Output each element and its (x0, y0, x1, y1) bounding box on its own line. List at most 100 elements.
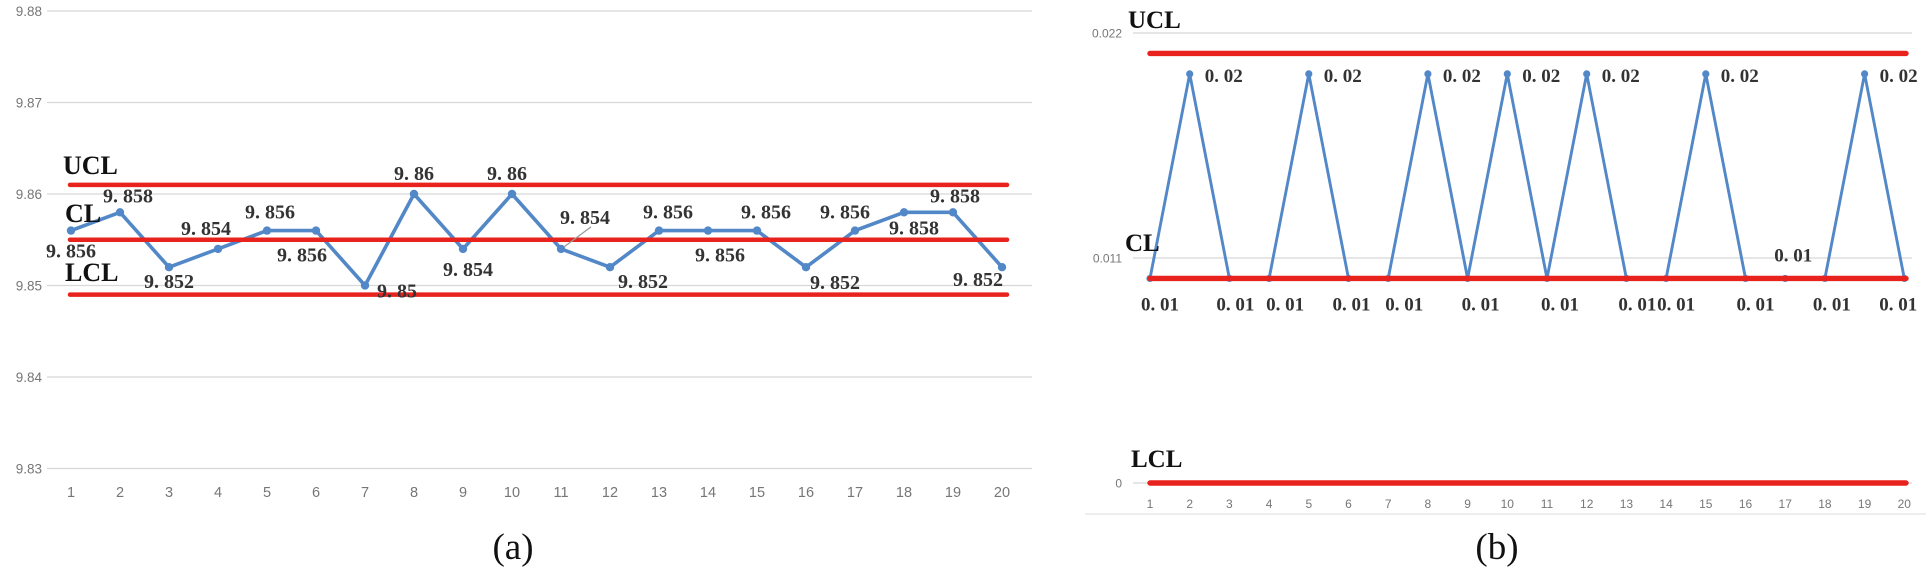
data-point-label: 0. 01 (1879, 294, 1917, 315)
x-tick-label: 4 (214, 485, 222, 501)
x-tick-label: 11 (553, 485, 568, 501)
series-line (69, 192, 1004, 288)
data-point-label: 9. 852 (810, 272, 860, 294)
data-point-marker (556, 244, 566, 254)
data-point-label: 0. 01 (1141, 294, 1179, 315)
data-point-label: 9. 856 (695, 245, 745, 267)
data-point-marker (948, 208, 958, 217)
label-leader-line (563, 226, 592, 248)
data-point-label: 9. 852 (618, 271, 668, 293)
data-point-marker (1186, 70, 1194, 78)
data-point-label: 0. 01 (1385, 294, 1423, 315)
x-tick-label: 6 (1345, 497, 1352, 511)
cl-label: CL (65, 199, 101, 228)
cl-label: CL (1125, 230, 1160, 257)
data-point-marker (899, 208, 909, 217)
data-point-marker (1861, 70, 1869, 78)
data-point-label: 0. 02 (1443, 66, 1481, 87)
x-tick-label: 13 (1620, 497, 1634, 511)
data-point-label: 0. 01 (1774, 245, 1812, 266)
data-point-marker (1702, 70, 1710, 78)
data-point-label: 0. 01 (1657, 294, 1695, 315)
data-point-label: 9. 854 (560, 207, 610, 229)
x-tick-label: 14 (700, 485, 716, 501)
data-point-label: 9. 858 (103, 185, 153, 207)
x-tick-label: 20 (1898, 497, 1912, 511)
x-tick-label: 3 (165, 485, 173, 501)
x-tick-label: 20 (994, 485, 1010, 501)
lcl-label: LCL (65, 258, 118, 287)
ucl-label: UCL (63, 151, 118, 180)
ucl-label: UCL (1128, 7, 1181, 34)
x-tick-label: 19 (1858, 497, 1872, 511)
data-point-label: 0. 02 (1880, 66, 1918, 87)
data-point-label: 9. 852 (953, 269, 1003, 291)
x-tick-label: 12 (602, 485, 618, 501)
data-point-label: 9. 86 (394, 163, 434, 185)
x-tick-label: 11 (1541, 497, 1554, 511)
x-tick-label: 7 (1385, 497, 1392, 511)
data-point-label: 0. 02 (1324, 66, 1362, 87)
data-point-label: 9. 858 (930, 185, 980, 207)
data-point-label: 0. 01 (1541, 294, 1579, 315)
data-point-label: 0. 02 (1522, 66, 1560, 87)
lcl-label: LCL (1131, 446, 1182, 473)
data-point-label: 9. 856 (46, 241, 96, 263)
data-point-marker (66, 226, 76, 235)
data-point-label: 9. 856 (741, 202, 791, 224)
x-tick-label: 1 (67, 485, 75, 501)
y-tick-label: 9.88 (16, 4, 42, 19)
x-tick-label: 4 (1266, 497, 1273, 511)
x-tick-label: 12 (1580, 497, 1594, 511)
x-tick-label: 9 (1464, 497, 1471, 511)
x-tick-label: 14 (1659, 497, 1673, 511)
y-tick-label: 0 (1115, 476, 1122, 490)
data-point-marker (997, 263, 1007, 272)
y-tick-label: 9.84 (16, 370, 43, 385)
data-point-marker (1305, 70, 1313, 78)
x-tick-label: 7 (361, 485, 369, 501)
data-point-marker (507, 189, 517, 199)
data-point-label: 0. 01 (1333, 294, 1371, 315)
data-point-marker (605, 263, 615, 272)
data-point-marker (409, 189, 419, 199)
data-point-marker (752, 226, 762, 235)
y-tick-label: 9.83 (16, 462, 42, 477)
caption-a: (a) (492, 527, 534, 568)
data-point-label: 9. 85 (377, 281, 417, 303)
data-point-marker (654, 226, 664, 235)
data-point-label: 0. 01 (1462, 294, 1500, 315)
x-tick-label: 19 (945, 485, 961, 501)
data-point-marker (213, 244, 223, 254)
y-tick-label: 9.85 (16, 279, 42, 294)
y-tick-label: 9.86 (16, 187, 42, 202)
data-point-label: 0. 01 (1618, 294, 1656, 315)
caption-b: (b) (1475, 527, 1519, 568)
data-point-label: 0. 02 (1602, 66, 1640, 87)
data-point-label: 9. 854 (443, 259, 493, 281)
data-point-label: 0. 01 (1737, 294, 1775, 315)
data-point-marker (458, 244, 468, 254)
data-point-label: 9. 856 (277, 245, 327, 267)
data-point-label: 9. 854 (181, 218, 231, 240)
x-tick-label: 17 (847, 485, 863, 501)
data-point-label: 9. 858 (889, 217, 939, 239)
data-point-marker (262, 226, 272, 235)
data-point-label: 0. 01 (1216, 294, 1254, 315)
x-tick-label: 6 (312, 485, 320, 501)
x-tick-label: 5 (263, 485, 271, 501)
data-point-label: 0. 02 (1205, 66, 1243, 87)
data-point-label: 0. 01 (1813, 294, 1851, 315)
x-tick-label: 13 (651, 485, 667, 501)
data-point-marker (1424, 70, 1432, 78)
chart-a-group: 9.889.879.869.859.849.831 2 3 4 5 6 7 8 9 10 11 12 1… (16, 4, 1032, 501)
data-point-marker (311, 226, 321, 235)
data-point-marker (164, 263, 174, 272)
data-point-marker (1503, 70, 1511, 78)
x-tick-label: 9 (459, 485, 467, 501)
x-tick-label: 2 (116, 485, 124, 501)
data-point-label: 0. 02 (1721, 66, 1759, 87)
data-point-label: 9. 856 (245, 202, 295, 224)
